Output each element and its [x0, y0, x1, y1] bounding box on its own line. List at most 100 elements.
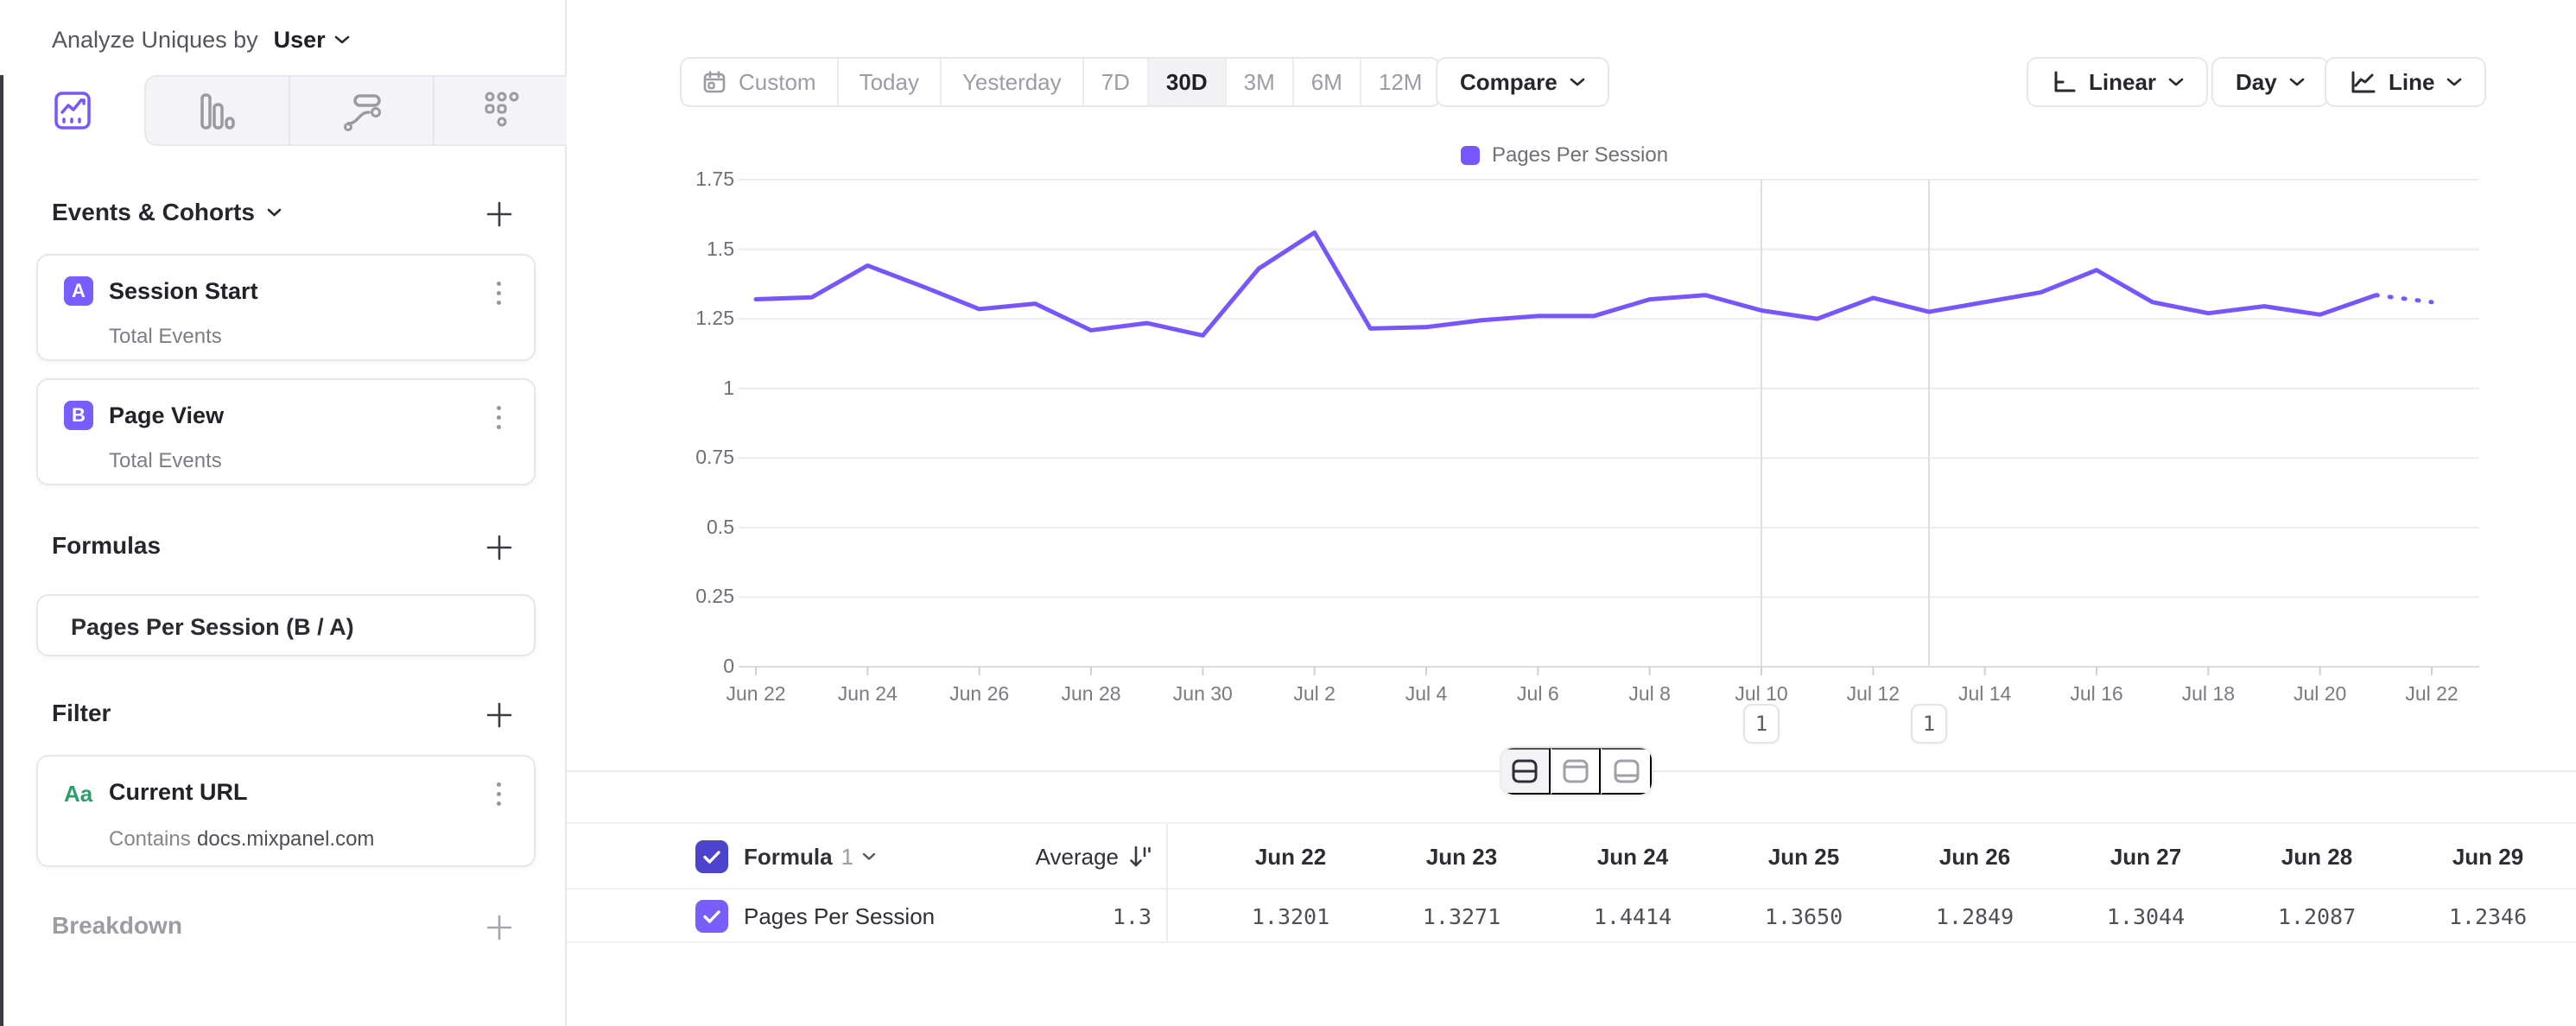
- x-axis-label: Jul 4: [1405, 682, 1448, 705]
- series-row-checkbox[interactable]: [695, 900, 728, 933]
- chart-type-button[interactable]: Line: [2325, 57, 2487, 107]
- date-range-segmented-control: Custom Today Yesterday 7D 30D 3M 6M 12M: [680, 57, 1442, 107]
- chevron-down-icon: [2289, 78, 2305, 86]
- table-cell-value: 1.3201: [1251, 903, 1330, 929]
- y-axis-label: 0.75: [695, 446, 734, 469]
- table-column-header: Jun 27: [2110, 843, 2182, 870]
- events-section-title: Events & Cohorts: [52, 199, 255, 225]
- add-filter-button[interactable]: [482, 698, 517, 732]
- range-label: 30D: [1165, 68, 1208, 95]
- line-chart-icon: [2351, 71, 2376, 93]
- add-event-button[interactable]: [482, 197, 517, 231]
- table-header-row: [566, 824, 2576, 890]
- event-card-a[interactable]: A Session Start Total Events: [36, 254, 536, 361]
- tab-flows[interactable]: [289, 75, 435, 146]
- chart-view-icon: [1563, 759, 1589, 783]
- y-axis-label: 1: [723, 376, 734, 399]
- range-today[interactable]: Today: [836, 59, 940, 105]
- range-12m[interactable]: 12M: [1359, 59, 1440, 105]
- average-sort-header[interactable]: Average: [929, 824, 1152, 890]
- layout-split-view-button[interactable]: [1501, 748, 1551, 795]
- range-3m[interactable]: 3M: [1224, 59, 1292, 105]
- formulas-section-header: Formulas: [52, 532, 161, 560]
- table-cell-value: 1.2346: [2448, 903, 2528, 929]
- table-cell-value: 1.3271: [1422, 903, 1501, 929]
- range-label: Custom: [739, 68, 816, 95]
- filter-card[interactable]: Aa Current URL Contains docs.mixpanel.co…: [36, 755, 536, 867]
- tab-retention[interactable]: [433, 75, 568, 146]
- calendar-icon: [703, 71, 726, 93]
- interval-label: Day: [2236, 68, 2277, 95]
- funnels-bars-icon: [200, 93, 235, 130]
- x-axis-label: Jul 14: [1957, 682, 2012, 705]
- event-options-kebab[interactable]: [482, 275, 515, 311]
- table-view-icon: [1614, 759, 1640, 783]
- range-7d[interactable]: 7D: [1082, 59, 1147, 105]
- filter-options-kebab[interactable]: [482, 776, 515, 812]
- formula-card[interactable]: Pages Per Session (B / A): [36, 594, 536, 656]
- time-interval-button[interactable]: Day: [2211, 57, 2329, 107]
- check-icon: [703, 850, 720, 864]
- add-formula-button[interactable]: [482, 530, 517, 565]
- chevron-down-icon: [2447, 78, 2462, 86]
- x-axis-label: Jul 16: [2070, 682, 2123, 705]
- analyze-label: Analyze Uniques by: [52, 26, 258, 53]
- layout-table-view-button[interactable]: [1601, 748, 1652, 795]
- chart-legend-item[interactable]: Pages Per Session: [1366, 143, 1763, 168]
- plus-icon: [486, 915, 512, 940]
- range-custom[interactable]: Custom: [682, 59, 837, 105]
- formula-group-checkbox[interactable]: [695, 840, 728, 873]
- event-badge-a: A: [64, 276, 93, 306]
- table-cell-value: 1.2849: [1935, 903, 2014, 929]
- annotation-badge[interactable]: 1: [1743, 704, 1780, 744]
- event-measurement[interactable]: Total Events: [109, 325, 222, 348]
- add-breakdown-button[interactable]: [482, 910, 517, 945]
- layout-chart-view-button[interactable]: [1550, 748, 1602, 795]
- range-label: Yesterday: [961, 68, 1062, 95]
- compare-button[interactable]: Compare: [1436, 57, 1609, 107]
- report-type-tabs: [0, 75, 567, 146]
- string-property-icon: Aa: [64, 781, 93, 807]
- line-chart-canvas: [739, 179, 2479, 675]
- chevron-down-icon[interactable]: [267, 208, 282, 218]
- table-column-header: Jun 26: [1938, 843, 2011, 870]
- range-30d[interactable]: 30D: [1146, 59, 1225, 105]
- event-card-b[interactable]: B Page View Total Events: [36, 378, 536, 485]
- x-axis-label: Jul 10: [1735, 682, 1788, 705]
- average-value: 1.3: [1112, 903, 1152, 929]
- x-axis-label: Jul 8: [1628, 682, 1671, 705]
- table-column-header: Jun 28: [2281, 843, 2353, 870]
- table-column-header: Jun 25: [1767, 843, 1840, 870]
- table-cell-value: 1.3650: [1764, 903, 1843, 929]
- filter-section-header: Filter: [52, 700, 111, 727]
- compare-label: Compare: [1460, 68, 1558, 95]
- range-6m[interactable]: 6M: [1291, 59, 1360, 105]
- breakdown-section-header: Breakdown: [52, 912, 182, 940]
- event-measurement[interactable]: Total Events: [109, 449, 222, 472]
- table-column-header: Jun 23: [1425, 843, 1498, 870]
- annotation-badge[interactable]: 1: [1911, 704, 1947, 744]
- range-yesterday[interactable]: Yesterday: [939, 59, 1082, 105]
- y-axis-scale-button[interactable]: Linear: [2027, 57, 2209, 107]
- x-axis-label: Jul 12: [1846, 682, 1900, 705]
- formula-group-dropdown[interactable]: Formula 1: [744, 824, 876, 890]
- event-badge-b: B: [64, 401, 93, 430]
- formula-group-label: Formula: [744, 843, 833, 870]
- tab-insights[interactable]: [0, 75, 144, 146]
- x-axis-label: Jun 28: [1061, 682, 1121, 705]
- event-options-kebab[interactable]: [482, 399, 515, 435]
- table-cell-value: 1.2087: [2277, 903, 2357, 929]
- average-label: Average: [1035, 843, 1119, 870]
- check-icon: [703, 909, 720, 923]
- table-cell-value: 1.3044: [2106, 903, 2186, 929]
- y-axis-label: 0.5: [707, 515, 734, 538]
- filter-value[interactable]: docs.mixpanel.com: [197, 827, 375, 851]
- x-axis-label: Jun 24: [837, 682, 898, 705]
- analyze-entity-dropdown[interactable]: User: [269, 26, 355, 54]
- insights-line-chart-icon: [54, 92, 91, 130]
- x-axis-label: Jun 30: [1172, 682, 1233, 705]
- filter-operator[interactable]: Contains: [109, 827, 191, 851]
- range-label: Today: [859, 68, 919, 95]
- tab-funnels[interactable]: [144, 75, 289, 146]
- series-line-incomplete: [2373, 293, 2434, 305]
